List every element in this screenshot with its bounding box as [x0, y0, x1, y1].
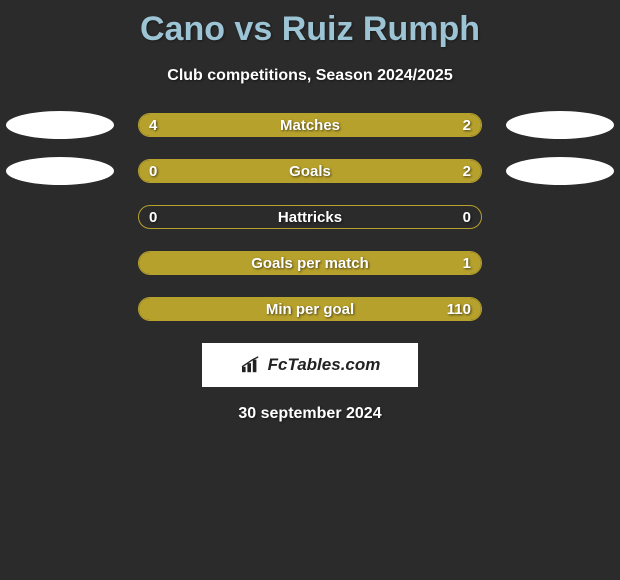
stat-value-right: 2 — [463, 160, 471, 183]
team-left-blob — [6, 157, 114, 185]
stat-value-left: 0 — [149, 206, 157, 229]
stat-row: 0 0Hattricks — [0, 205, 620, 229]
logo-text: FcTables.com — [268, 355, 381, 375]
stat-row: 1Goals per match — [0, 251, 620, 275]
stat-row: 110Min per goal — [0, 297, 620, 321]
stat-row: 42Matches — [0, 113, 620, 137]
subtitle: Club competitions, Season 2024/2025 — [0, 67, 620, 85]
bar-track: 110Min per goal — [138, 297, 482, 321]
stat-value-left: 0 — [149, 160, 157, 183]
bar-chart-icon — [240, 356, 262, 374]
bar-track: 42Matches — [138, 113, 482, 137]
team-right-blob — [506, 111, 614, 139]
bar-track: 02Goals — [138, 159, 482, 183]
stat-value-right: 110 — [447, 298, 471, 321]
comparison-chart: 42Matches02Goals00Hattricks1Goals per ma… — [0, 113, 620, 321]
stat-value-right: 1 — [463, 252, 471, 275]
stat-value-right: 0 — [463, 206, 471, 229]
stat-value-right: 2 — [463, 114, 471, 137]
bar-track: 1Goals per match — [138, 251, 482, 275]
page-title: Cano vs Ruiz Rumph — [0, 0, 620, 49]
date-text: 30 september 2024 — [0, 405, 620, 423]
bar-fill-right — [139, 298, 481, 320]
bar-fill-right — [201, 160, 481, 182]
team-left-blob — [6, 111, 114, 139]
team-right-blob — [506, 157, 614, 185]
bar-fill-right — [139, 252, 481, 274]
source-logo: FcTables.com — [202, 343, 418, 387]
stat-value-left: 4 — [149, 114, 157, 137]
bar-track: 0 0Hattricks — [138, 205, 482, 229]
stat-label: Hattricks — [139, 206, 481, 229]
stat-row: 02Goals — [0, 159, 620, 183]
bar-fill-left — [139, 114, 367, 136]
